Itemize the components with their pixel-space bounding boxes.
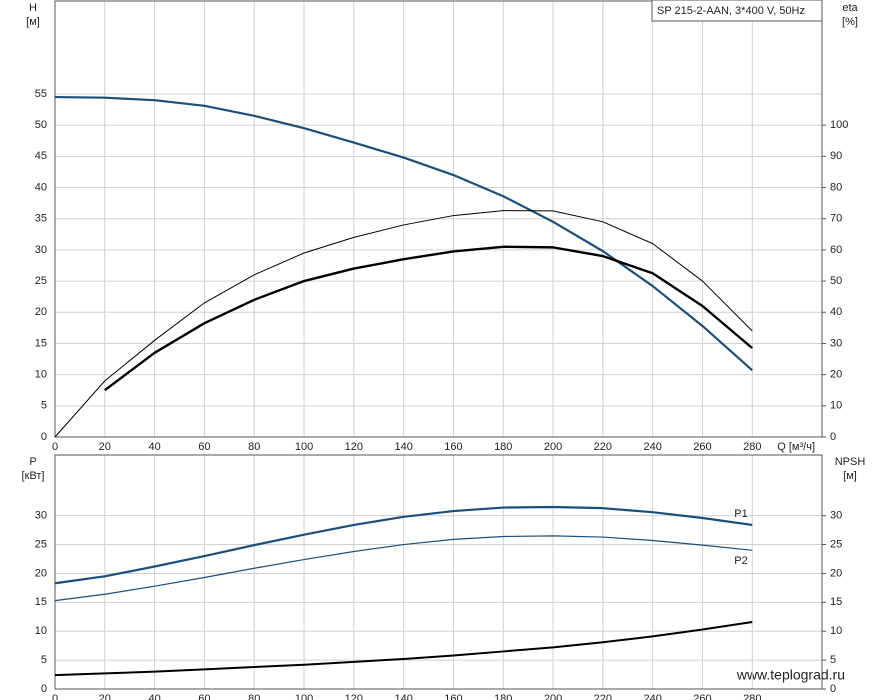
y-tick-label: 15: [35, 337, 47, 349]
y2-axis-label: NPSH: [835, 456, 866, 468]
x-tick-label: 200: [544, 441, 562, 453]
x-tick-label: 40: [148, 441, 160, 453]
x-tick-label: 200: [544, 693, 562, 700]
x-tick-label: 60: [198, 693, 210, 700]
y-tick-label: 30: [35, 510, 47, 522]
y2-tick-label: 10: [830, 400, 842, 412]
series-label: P2: [734, 555, 747, 567]
y-tick-label: 55: [35, 88, 47, 100]
series-line: [54, 620, 753, 677]
x-tick-label: 240: [643, 441, 661, 453]
x-tick-label: 40: [148, 693, 160, 700]
x-tick-label: 120: [345, 441, 363, 453]
y2-tick-label: 60: [830, 244, 842, 256]
y-tick-label: 10: [35, 625, 47, 637]
y-tick-label: 20: [35, 567, 47, 579]
plot-frame: [54, 0, 823, 438]
watermark: www.teplograd.ru: [736, 667, 845, 683]
x-tick-label: 160: [444, 441, 462, 453]
y-tick-label: 10: [35, 369, 47, 381]
y2-axis-unit: [м]: [843, 470, 857, 482]
y-tick-label: 0: [41, 431, 47, 443]
x-tick-label: 280: [743, 441, 761, 453]
y-tick-label: 15: [35, 596, 47, 608]
y2-tick-label: 40: [830, 306, 842, 318]
y2-tick-label: 30: [830, 337, 842, 349]
x-tick-label: 100: [295, 441, 313, 453]
series-line: [54, 505, 753, 585]
y2-tick-label: 50: [830, 275, 842, 287]
y2-tick-label: 90: [830, 150, 842, 162]
y-tick-label: 35: [35, 213, 47, 225]
x-tick-label: 80: [248, 441, 260, 453]
x-tick-label: 120: [345, 693, 363, 700]
y2-axis-unit: [%]: [842, 16, 858, 28]
x-tick-label: 140: [394, 693, 412, 700]
x-tick-label: 20: [99, 441, 111, 453]
x-tick-label: 0: [52, 693, 58, 700]
y-tick-label: 50: [35, 119, 47, 131]
y2-tick-label: 15: [830, 596, 842, 608]
x-tick-label: 220: [594, 441, 612, 453]
chart-title: SP 215-2-AAN, 3*400 V, 50Hz: [657, 5, 805, 17]
y-tick-label: 5: [41, 654, 47, 666]
x-tick-label: 260: [693, 693, 711, 700]
y2-tick-label: 0: [830, 683, 836, 695]
series-line: [104, 245, 754, 392]
y-axis-label: P: [29, 456, 36, 468]
series-line: [54, 210, 753, 438]
x-tick-label: 180: [494, 441, 512, 453]
x-tick-label: 0: [52, 441, 58, 453]
y-axis-unit: [м]: [26, 16, 40, 28]
x-tick-label: 80: [248, 693, 260, 700]
y-axis-unit: [кВт]: [22, 470, 45, 482]
y2-tick-label: 80: [830, 181, 842, 193]
y2-tick-label: 5: [830, 654, 836, 666]
x-tick-label: 160: [444, 693, 462, 700]
x-tick-label: 280: [743, 693, 761, 700]
y-tick-label: 25: [35, 538, 47, 550]
x-tick-label: 180: [494, 693, 512, 700]
y-tick-label: 20: [35, 306, 47, 318]
series-line: [54, 95, 754, 372]
x-tick-label: 100: [295, 693, 313, 700]
x-tick-label: 220: [594, 693, 612, 700]
plot-frame: [54, 454, 823, 690]
y-tick-label: 40: [35, 181, 47, 193]
series-label: P1: [734, 508, 747, 520]
y-axis-label: H: [29, 2, 37, 14]
x-tick-label: 260: [693, 441, 711, 453]
x-tick-label: 240: [643, 693, 661, 700]
y2-tick-label: 10: [830, 625, 842, 637]
y-tick-label: 30: [35, 244, 47, 256]
y-tick-label: 25: [35, 275, 47, 287]
title-box: [651, 0, 823, 22]
y-tick-label: 0: [41, 683, 47, 695]
series-line: [54, 535, 753, 602]
x-tick-label: 140: [394, 441, 412, 453]
y2-tick-label: 20: [830, 369, 842, 381]
x-tick-label: 60: [198, 441, 210, 453]
x-axis-label: Q [м³/ч]: [777, 441, 815, 453]
y2-tick-label: 0: [830, 431, 836, 443]
y2-tick-label: 25: [830, 538, 842, 550]
y-tick-label: 5: [41, 400, 47, 412]
y2-tick-label: 70: [830, 213, 842, 225]
x-tick-label: 20: [99, 693, 111, 700]
y-tick-label: 45: [35, 150, 47, 162]
y2-tick-label: 100: [830, 119, 848, 131]
y2-tick-label: 30: [830, 510, 842, 522]
y2-tick-label: 20: [830, 567, 842, 579]
y2-axis-label: eta: [842, 2, 858, 14]
